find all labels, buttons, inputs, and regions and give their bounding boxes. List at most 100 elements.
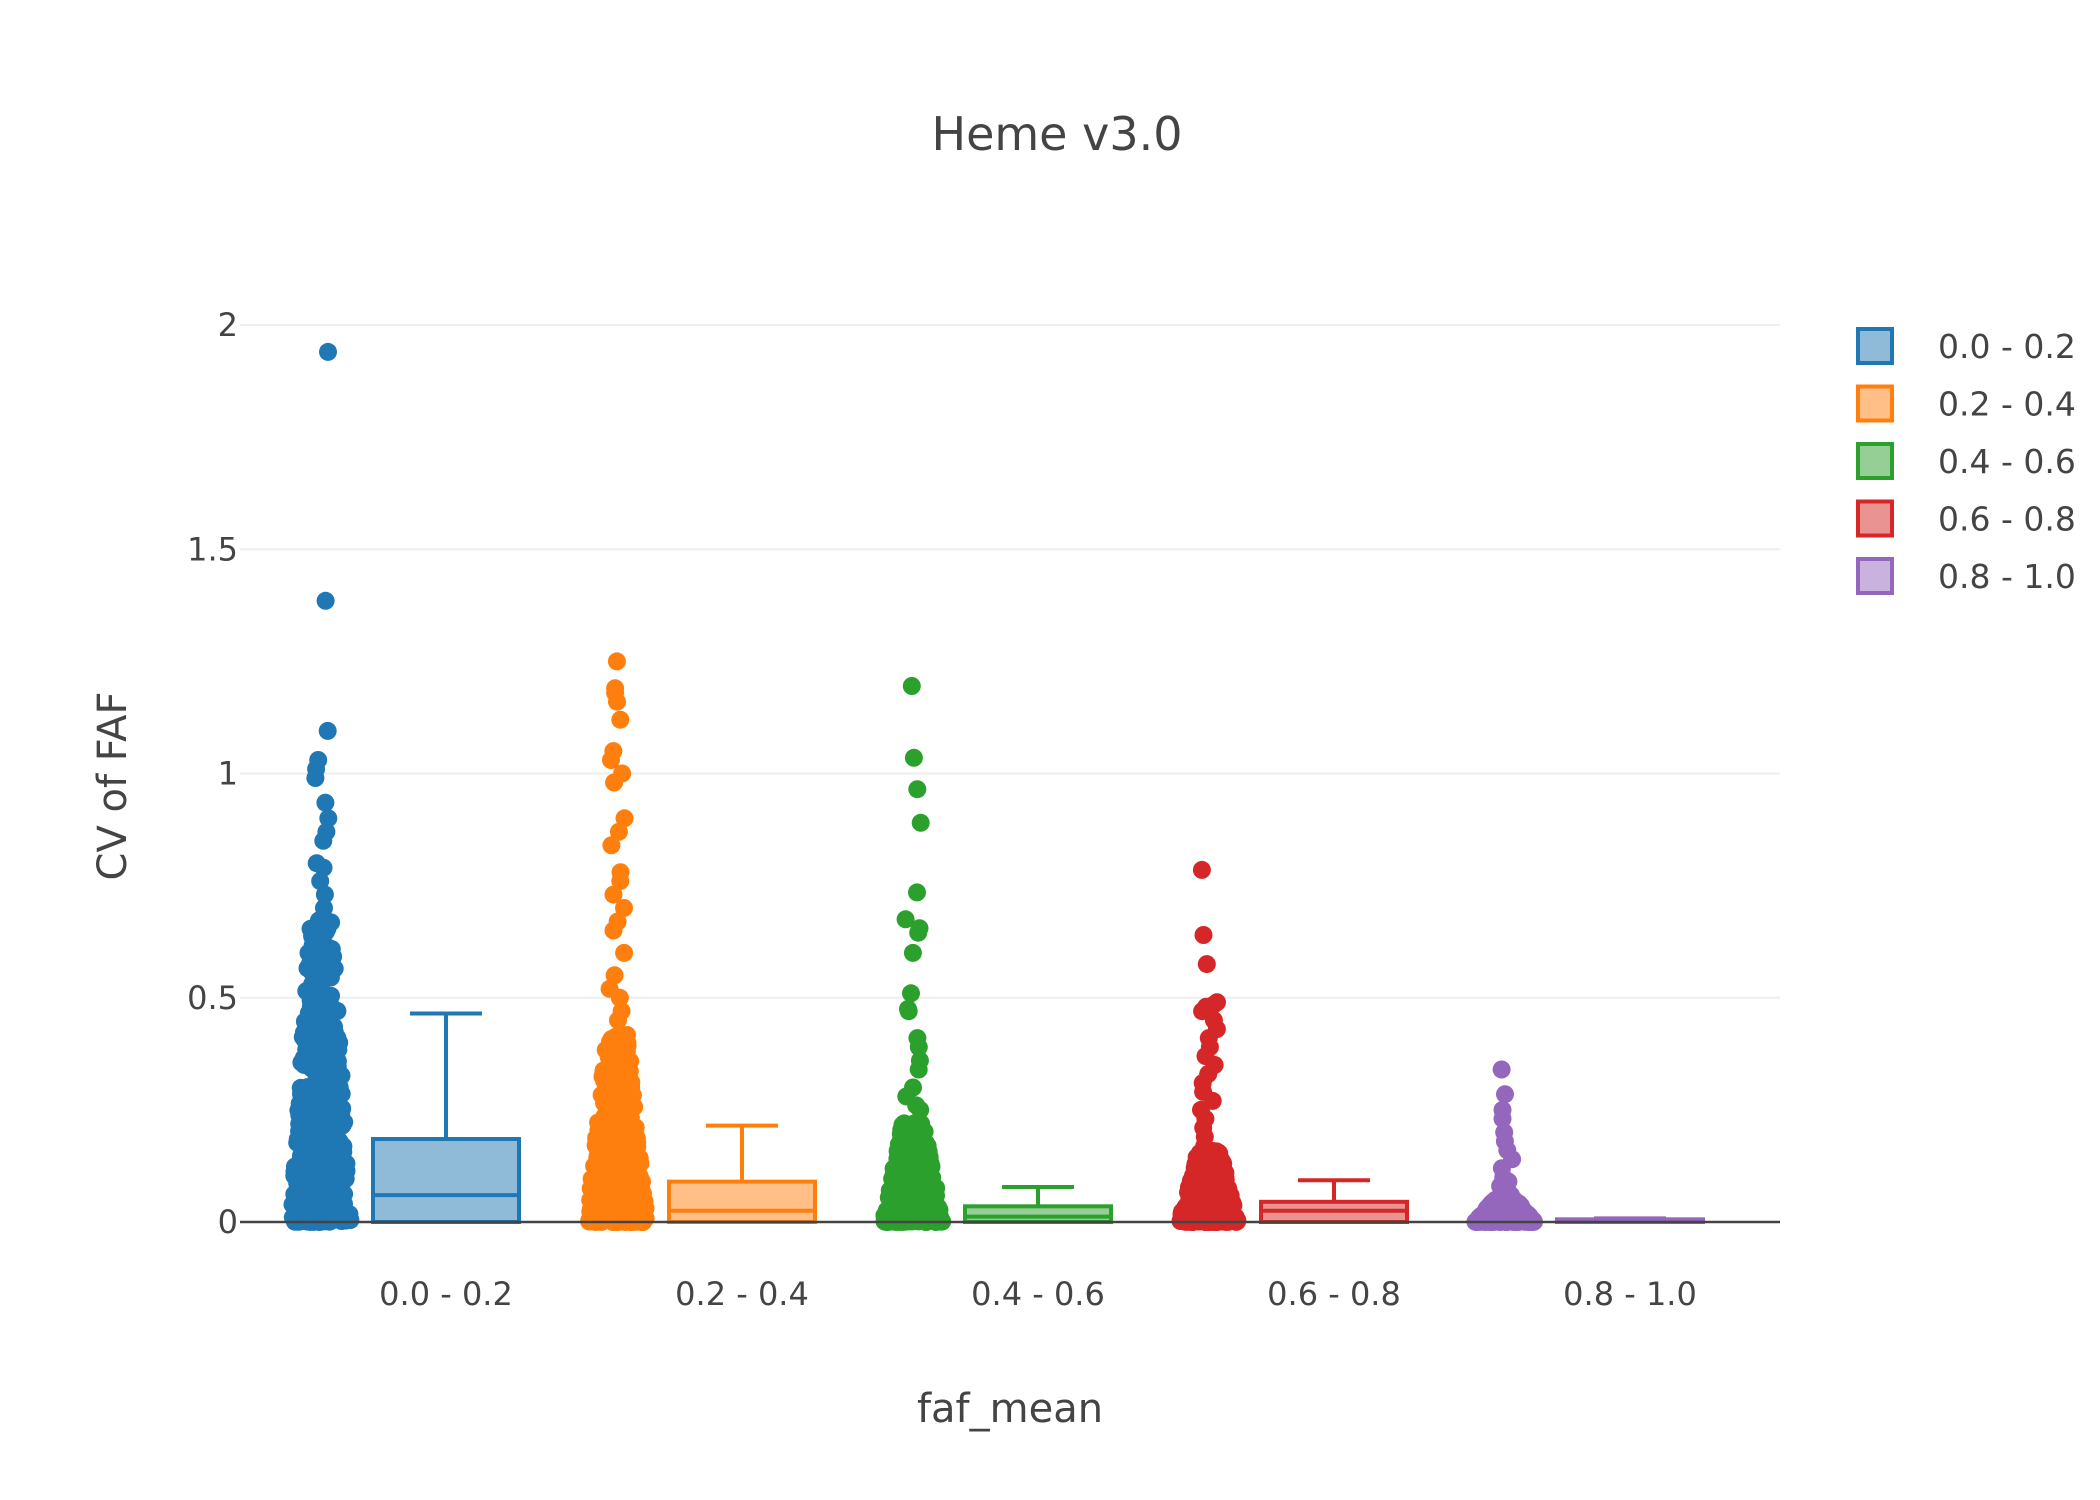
outlier-point[interactable] [611, 872, 630, 891]
outlier-point[interactable] [899, 1002, 918, 1021]
box-0.6-0.8[interactable] [1259, 1178, 1409, 1225]
outlier-point[interactable] [1195, 1136, 1214, 1155]
legend-swatch [1856, 557, 1894, 595]
data-point [325, 1022, 344, 1041]
legend-item[interactable]: 0.6 - 0.8 [1856, 499, 2076, 539]
data-point [320, 1148, 338, 1167]
legend-label: 0.4 - 0.6 [1938, 442, 2076, 481]
chart-title: Heme v3.0 [931, 107, 1182, 161]
outlier-point[interactable] [911, 1100, 930, 1119]
outlier-point[interactable] [1493, 1109, 1512, 1128]
data-point [919, 1165, 938, 1184]
outlier-point[interactable] [319, 809, 338, 828]
outlier-point[interactable] [896, 910, 915, 929]
data-point [590, 1175, 608, 1194]
outlier-point[interactable] [902, 984, 920, 1003]
legend-swatch [1856, 327, 1894, 365]
legend-item[interactable]: 0.4 - 0.6 [1856, 442, 2076, 481]
points-0.4-0.6 [875, 677, 952, 1231]
outlier-point[interactable] [1502, 1186, 1520, 1205]
box-0.2-0.4[interactable] [667, 1123, 817, 1225]
legend-item[interactable]: 0.0 - 0.2 [1856, 327, 2076, 366]
data-point [597, 1093, 616, 1112]
data-point [321, 1089, 340, 1108]
data-point [912, 1117, 931, 1136]
outlier-point[interactable] [904, 748, 923, 767]
outlier-point[interactable] [908, 780, 927, 799]
data-point [892, 1129, 911, 1148]
y-tick-label: 0 [218, 1203, 238, 1241]
data-point [306, 948, 324, 967]
outlier-point[interactable] [615, 809, 634, 828]
outlier-point[interactable] [602, 751, 620, 769]
outlier-point[interactable] [909, 1060, 928, 1079]
outlier-point[interactable] [318, 721, 337, 740]
data-point [309, 918, 328, 937]
outlier-point[interactable] [1492, 1060, 1511, 1079]
outlier-point[interactable] [1197, 955, 1216, 974]
data-point [1202, 1182, 1221, 1201]
outlier-point[interactable] [311, 872, 330, 891]
outlier-point[interactable] [911, 813, 930, 832]
legend-item[interactable]: 0.8 - 1.0 [1856, 557, 2076, 596]
box-0.0-0.2[interactable] [371, 1011, 521, 1224]
box-iqr[interactable] [667, 1179, 817, 1225]
box-0.4-0.6[interactable] [963, 1185, 1113, 1224]
data-point [328, 1109, 346, 1128]
outlier-point[interactable] [602, 836, 621, 855]
outlier-point[interactable] [902, 677, 921, 695]
data-point [912, 1185, 931, 1204]
box-iqr[interactable] [371, 1137, 521, 1224]
legend-label: 0.2 - 0.4 [1938, 385, 2076, 424]
data-point [299, 1164, 318, 1183]
box-iqr[interactable] [963, 1204, 1113, 1224]
legend-swatch [1856, 499, 1894, 538]
outlier-point[interactable] [316, 793, 335, 812]
data-point [902, 1163, 921, 1182]
data-point [302, 1125, 321, 1144]
outlier-point[interactable] [609, 1011, 627, 1030]
data-point [617, 1115, 636, 1134]
outlier-point[interactable] [615, 943, 634, 962]
data-point [1211, 1211, 1230, 1229]
outlier-point[interactable] [610, 988, 629, 1007]
x-axis-title: faf_mean [917, 1386, 1103, 1432]
data-point [619, 1170, 638, 1189]
x-axis-ticks: 0.0 - 0.2 0.2 - 0.4 0.4 - 0.6 0.6 - 0.8 0.8 … [379, 1275, 1697, 1313]
outlier-point[interactable] [316, 591, 335, 610]
outlier-point[interactable] [611, 710, 630, 729]
legend[interactable]: 0.0 - 0.2 0.2 - 0.4 0.4 - 0.6 0.6 - 0.8 0.8 … [1856, 327, 2076, 596]
outlier-point[interactable] [315, 899, 333, 917]
y-tick-label: 0.5 [187, 979, 238, 1017]
legend-item[interactable]: 0.2 - 0.4 [1856, 384, 2076, 424]
data-point [301, 1096, 320, 1115]
outlier-point[interactable] [609, 822, 628, 841]
outlier-point[interactable] [604, 885, 623, 904]
legend-label: 0.0 - 0.2 [1938, 327, 2076, 366]
legend-label: 0.6 - 0.8 [1938, 500, 2076, 539]
outlier-point[interactable] [607, 652, 626, 671]
outlier-point[interactable] [909, 1038, 928, 1057]
data-point [322, 998, 341, 1017]
outlier-point[interactable] [1194, 926, 1213, 944]
outlier-point[interactable] [314, 831, 333, 850]
outlier-point[interactable] [315, 885, 334, 904]
outlier-point[interactable] [605, 773, 624, 792]
data-point [927, 1186, 945, 1205]
outlier-point[interactable] [605, 966, 624, 985]
outlier-point[interactable] [909, 923, 928, 942]
data-point [605, 1176, 623, 1194]
outlier-point[interactable] [908, 883, 926, 902]
outlier-point[interactable] [1496, 1085, 1514, 1104]
outlier-point[interactable] [306, 769, 325, 787]
outlier-point[interactable] [319, 342, 337, 361]
outlier-point[interactable] [608, 692, 626, 711]
outlier-point[interactable] [903, 943, 922, 962]
data-point [327, 1052, 346, 1071]
outlier-point[interactable] [604, 921, 623, 940]
outlier-point[interactable] [1192, 860, 1211, 879]
legend-swatch [1856, 384, 1894, 423]
outlier-point[interactable] [615, 899, 633, 917]
data-point [896, 1200, 915, 1219]
